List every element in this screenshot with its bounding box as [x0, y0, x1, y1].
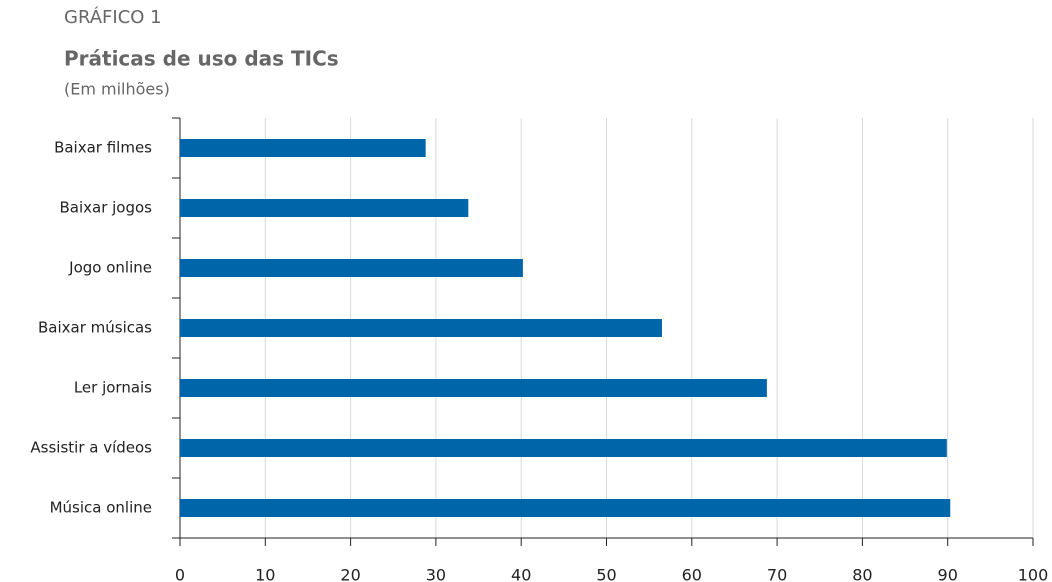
chart-label: GRÁFICO 1 — [64, 6, 162, 28]
bar — [180, 199, 469, 217]
x-tick-label: 0 — [175, 566, 185, 582]
bar — [180, 499, 951, 517]
x-tick-label: 100 — [1018, 566, 1049, 582]
bar — [180, 139, 426, 157]
x-tick-label: 70 — [767, 566, 787, 582]
x-tick-label: 90 — [938, 566, 958, 582]
x-tick-label: 40 — [511, 566, 531, 582]
x-tick-label: 30 — [426, 566, 446, 582]
bar — [180, 319, 662, 337]
y-tick-label: Jogo online — [68, 259, 152, 277]
y-tick-label: Baixar filmes — [54, 139, 152, 157]
chart-subtitle: (Em milhões) — [64, 80, 170, 99]
bar — [180, 259, 523, 277]
chart-title: Práticas de uso das TICs — [64, 47, 339, 71]
y-tick-label: Assistir a vídeos — [30, 439, 152, 457]
bar — [180, 379, 767, 397]
y-tick-label: Baixar jogos — [59, 199, 152, 217]
bar — [180, 439, 947, 457]
x-tick-label: 10 — [255, 566, 275, 582]
y-tick-label: Ler jornais — [74, 379, 152, 397]
x-tick-label: 50 — [596, 566, 616, 582]
y-tick-label: Música online — [50, 499, 152, 517]
y-tick-label: Baixar músicas — [38, 319, 152, 337]
x-tick-label: 20 — [340, 566, 360, 582]
x-tick-label: 60 — [682, 566, 702, 582]
x-tick-label: 80 — [852, 566, 872, 582]
